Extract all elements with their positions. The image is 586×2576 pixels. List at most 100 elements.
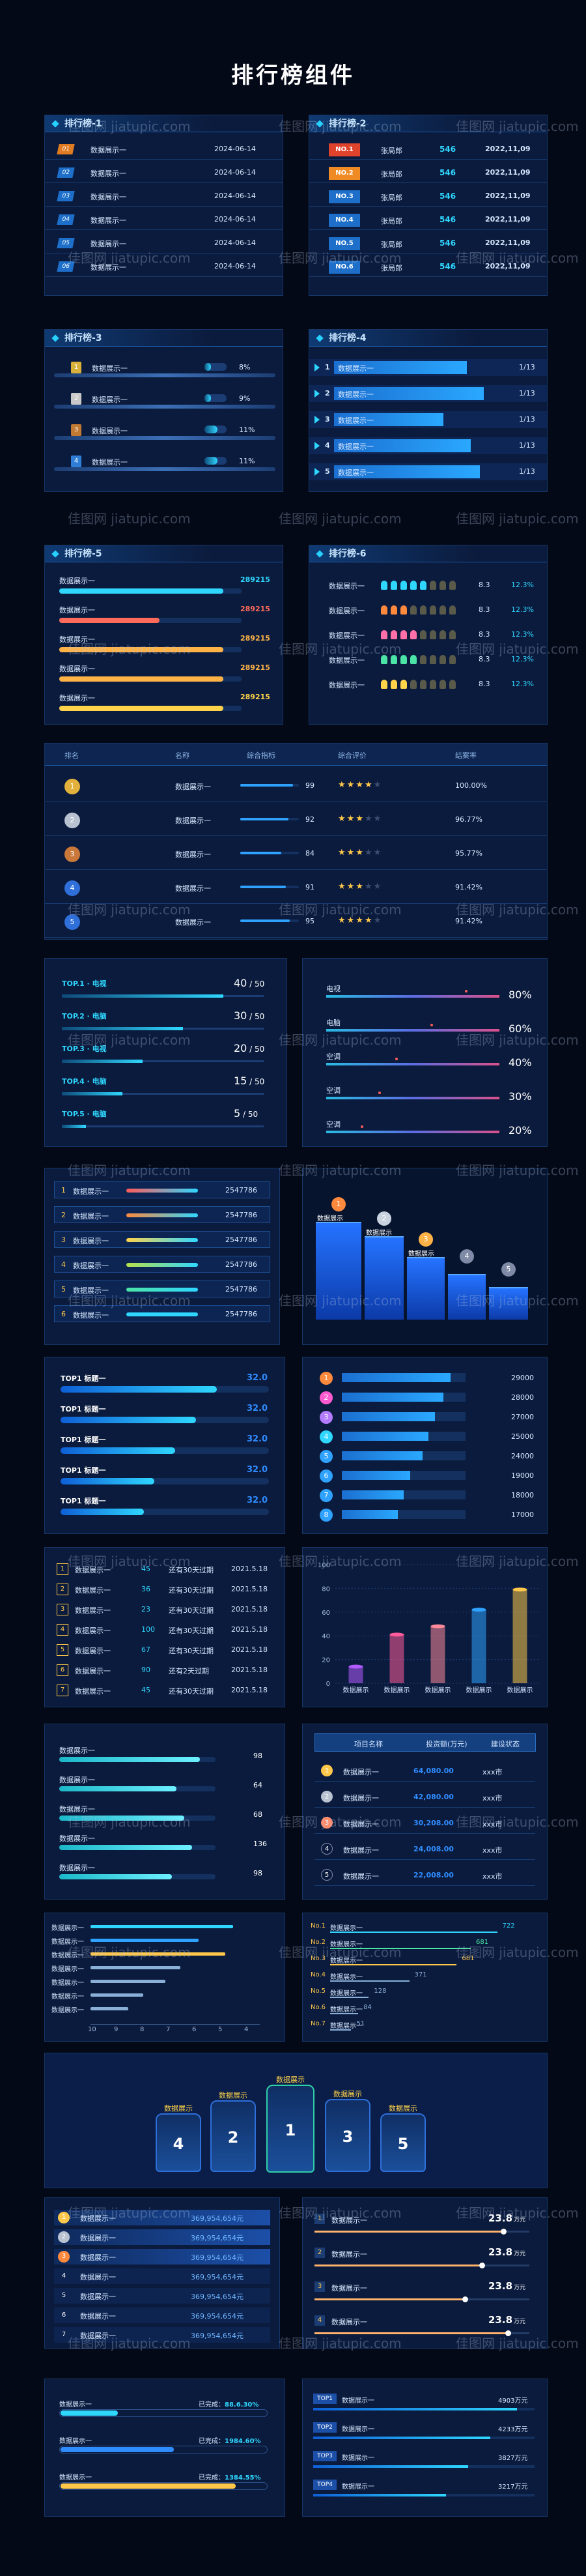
list-item[interactable]: 数据展示一 98 [45,1861,285,1885]
list-item[interactable]: 3 数据展示一 2547786 [54,1231,270,1248]
list-item[interactable]: 数据展示一 8.3 12.3% [309,677,547,694]
list-item[interactable]: 数据展示一 [45,1935,285,1946]
list-item[interactable]: 空调 30% [303,1084,547,1110]
list-item[interactable]: 空调 40% [303,1050,547,1076]
list-item[interactable]: 数据展示一 289215 [45,633,283,656]
list-item[interactable]: TOP3 数据展示一 3827万元 [303,2450,547,2473]
table-row[interactable]: 1 数据展示一 99 ★★★★★ 100.00% [45,771,547,802]
cylinder-podium[interactable]: 3 数据展示 [325,2090,370,2172]
list-item[interactable]: 6 19000 [303,1468,547,1484]
list-item[interactable]: 2 数据展示一 369,954,654元 [54,2229,270,2245]
list-item[interactable]: 5 数据展示一 67 还有30天过期 2021.5.18 [45,1642,285,1658]
list-item[interactable]: 3 数据展示一 23.8 万元 [303,2280,547,2309]
table-row[interactable]: 3 数据展示一 30,208.00 xxx市 [314,1813,535,1834]
cylinder-podium[interactable]: 5 数据展示 [380,2104,426,2172]
slider-track[interactable] [314,2229,529,2235]
list-item[interactable]: 1 数据展示一 23.8 万元 [303,2212,547,2241]
list-item[interactable]: 数据展示一 [45,1921,285,1933]
list-item[interactable]: 8 17000 [303,1507,547,1523]
slider-track[interactable] [314,2296,529,2302]
list-item[interactable]: 3 27000 [303,1410,547,1425]
slider-track[interactable] [314,2330,529,2336]
slider-track[interactable] [314,2263,529,2268]
list-item[interactable]: NO.5 张局郎 546 2022,11,09 [309,235,547,253]
list-item[interactable]: TOP.2 · 电脑 30 / 50 [45,1008,286,1037]
list-item[interactable]: 2 数据展示一 9% [45,390,283,414]
podium-block[interactable]: 3 数据展示 [407,1232,445,1320]
list-item[interactable]: No.3 数据展示一 681 [303,1954,547,1968]
list-item[interactable]: 数据展示一 289215 [45,662,283,686]
slider-track[interactable] [326,1063,499,1065]
list-item[interactable]: TOP1 标题一 32.0 [45,1433,285,1459]
list-item[interactable]: 7 18000 [303,1488,547,1503]
list-item[interactable]: NO.3 张局郎 546 2022,11,09 [309,188,547,207]
bar[interactable] [348,1666,363,1683]
list-item[interactable]: 6 数据展示一 369,954,654元 [54,2308,270,2323]
list-item[interactable]: 数据展示一 [45,1948,285,1960]
list-item[interactable]: No.7 数据展示一 51 [303,2019,547,2033]
slider-track[interactable] [326,1029,499,1032]
bar[interactable] [471,1610,486,1683]
toggle-switch[interactable] [204,363,227,371]
list-item[interactable]: 数据展示一 98 [45,1744,285,1767]
list-item[interactable]: NO.1 张局郎 546 2022,11,09 [309,141,547,160]
list-item[interactable]: 2 数据展示一 23.8 万元 [303,2246,547,2275]
list-item[interactable]: 数据展示一 [45,1976,285,1988]
list-item[interactable]: 数据展示一 已完成：1384.55% [45,2470,285,2496]
list-item[interactable]: 数据展示一 8.3 12.3% [309,578,547,595]
list-item[interactable]: 4 数据展示一 100 还有30天过期 2021.5.18 [45,1621,285,1638]
list-item[interactable]: TOP1 标题一 32.0 [45,1372,285,1398]
list-item[interactable]: TOP.1 · 电视 40 / 50 [45,976,286,1004]
list-item[interactable]: 数据展示一 289215 [45,691,283,715]
list-item[interactable]: No.5 数据展示一 128 [303,1986,547,2001]
list-item[interactable]: 5 数据展示一 1/13 [309,463,547,480]
list-item[interactable]: 1 数据展示一 45 还有30天过期 2021.5.18 [45,1561,285,1578]
table-row[interactable]: 5 数据展示一 95 ★★★★★ 91.42% [45,906,547,938]
table-row[interactable]: 2 数据展示一 42,080.00 xxx市 [314,1787,535,1808]
list-item[interactable]: NO.2 张局郎 546 2022,11,09 [309,165,547,183]
cylinder-podium[interactable]: 4 数据展示 [156,2104,201,2172]
list-item[interactable]: 1 数据展示一 2547786 [54,1181,270,1198]
list-item[interactable]: 2 数据展示一 1/13 [309,385,547,402]
list-item[interactable]: 数据展示一 8.3 12.3% [309,603,547,620]
list-item[interactable]: 2 28000 [303,1390,547,1406]
list-item[interactable]: 5 数据展示一 369,954,654元 [54,2288,270,2304]
list-item[interactable]: TOP.4 · 电脑 15 / 50 [45,1073,286,1102]
bar[interactable] [389,1634,404,1683]
list-item[interactable]: 数据展示一 136 [45,1832,285,1855]
slider-track[interactable] [326,1097,499,1099]
table-row[interactable]: 4 数据展示一 24,008.00 xxx市 [314,1839,535,1860]
list-item[interactable]: 6 数据展示一 90 还有2天过期 2021.5.18 [45,1662,285,1679]
podium-block[interactable]: 5 [489,1262,528,1320]
toggle-switch[interactable] [204,457,227,465]
list-item[interactable]: TOP2 数据展示一 4233万元 [303,2421,547,2444]
cylinder-podium[interactable]: 2 数据展示 [210,2091,256,2172]
toggle-switch[interactable] [204,426,227,433]
list-item[interactable]: 4 数据展示一 11% [45,453,283,476]
list-item[interactable]: 7 数据展示一 45 还有30天过期 2021.5.18 [45,1682,285,1699]
list-item[interactable]: 数据展示一 8.3 12.3% [309,652,547,669]
list-item[interactable]: TOP1 数据展示一 4903万元 [303,2392,547,2416]
list-item[interactable]: 1 数据展示一 1/13 [309,359,547,376]
toggle-switch[interactable] [204,394,227,402]
list-item[interactable]: 04 数据展示一 2024-06-14 [45,212,283,230]
list-item[interactable]: 空调 20% [303,1118,547,1144]
bar[interactable] [430,1626,445,1683]
list-item[interactable]: 数据展示一 68 [45,1802,285,1826]
list-item[interactable]: 数据展示一 [45,1990,285,2001]
table-row[interactable]: 4 数据展示一 91 ★★★★★ 91.42% [45,873,547,904]
table-row[interactable]: 2 数据展示一 92 ★★★★★ 96.77% [45,805,547,836]
list-item[interactable]: 3 数据展示一 11% [45,422,283,445]
list-item[interactable]: 2 数据展示一 36 还有30天过期 2021.5.18 [45,1581,285,1598]
list-item[interactable]: 数据展示一 [45,2003,285,2015]
table-row[interactable]: 1 数据展示一 64,080.00 xxx市 [314,1761,535,1782]
list-item[interactable]: 数据展示一 64 [45,1773,285,1797]
list-item[interactable]: 05 数据展示一 2024-06-14 [45,235,283,253]
list-item[interactable]: TOP1 标题一 32.0 [45,1464,285,1490]
list-item[interactable]: No.2 数据展示一 681 [303,1937,547,1952]
slider-thumb[interactable] [462,2296,468,2302]
podium-block[interactable]: 2 数据展示 [365,1211,404,1320]
list-item[interactable]: 电视 80% [303,982,547,1008]
list-item[interactable]: 数据展示一 8.3 12.3% [309,628,547,644]
list-item[interactable]: 1 29000 [303,1370,547,1386]
